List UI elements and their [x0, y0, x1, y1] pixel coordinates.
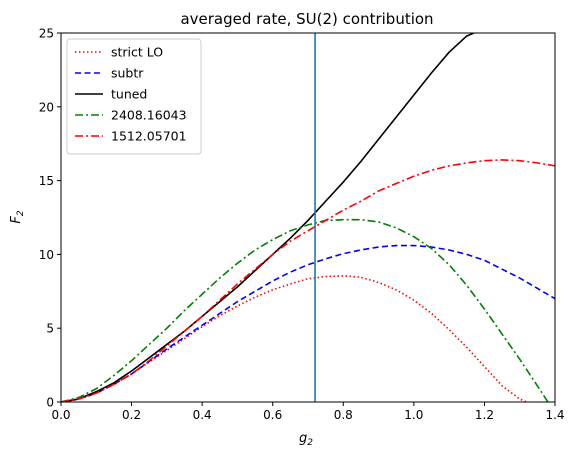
legend-label: tuned	[111, 87, 147, 102]
x-tick-label: 1.4	[545, 408, 564, 422]
legend-label: 1512.05701	[111, 129, 187, 144]
series-line	[61, 244, 555, 402]
y-tick-label: 5	[46, 322, 54, 336]
y-tick-label: 10	[39, 248, 54, 262]
legend-label: strict LO	[111, 45, 163, 60]
x-tick-label: 1.0	[404, 408, 423, 422]
series-line	[61, 159, 555, 402]
y-tick-label: 20	[39, 100, 54, 114]
x-tick-label: 0.0	[51, 408, 70, 422]
y-tick-label: 15	[39, 174, 54, 188]
x-tick-label: 0.2	[122, 408, 141, 422]
plot-area	[60, 32, 556, 403]
y-tick-label: 25	[39, 27, 54, 41]
y-axis-title: F2	[9, 210, 26, 223]
plot-frame	[60, 32, 556, 403]
x-tick-label: 0.8	[334, 408, 353, 422]
y-tick-label: 0	[46, 396, 54, 410]
series-line	[61, 218, 549, 402]
x-tick-label: 1.2	[475, 408, 494, 422]
series-line	[61, 275, 528, 402]
legend-label: 2408.16043	[111, 108, 187, 123]
chart-title: averaged rate, SU(2) contribution	[180, 10, 433, 28]
x-tick-label: 0.6	[263, 408, 282, 422]
y-axis: 0 5 10 15 20 25	[39, 27, 61, 410]
series-layer	[61, 33, 555, 402]
x-tick-label: 0.4	[193, 408, 212, 422]
x-axis: 0.0 0.2 0.4 0.6 0.8 1.0 1.2 1.4	[51, 402, 565, 422]
legend: strict LO subtr tuned 2408.16043 1512.05701	[66, 38, 202, 155]
x-axis-title: g2	[299, 431, 313, 448]
legend-frame	[66, 38, 202, 155]
legend-label: subtr	[111, 66, 144, 81]
